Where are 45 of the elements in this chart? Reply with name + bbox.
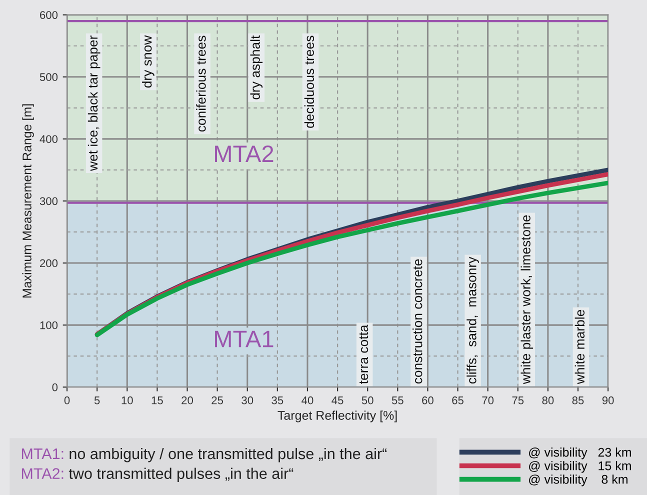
annotation: white plaster work, limestone: [520, 215, 534, 384]
x-tick-label: 85: [572, 396, 584, 404]
x-tick-label: 60: [422, 396, 434, 404]
annotation: cliffs, sand, masonry: [466, 256, 479, 384]
x-tick-label: 55: [392, 396, 404, 404]
legend-label: @ visibility 8 km: [529, 474, 628, 486]
x-tick-label: 20: [182, 396, 193, 404]
text: MTA2: two transmitted pulses „in the air“: [22, 468, 294, 482]
y-tick-label: 400: [40, 135, 58, 144]
band-label: MTA1: [215, 330, 274, 348]
legend-label: @ visibility 23 km: [529, 448, 631, 460]
y-axis-title: Maximum Measurement Range [m]: [22, 104, 34, 298]
x-tick-label: 40: [302, 396, 314, 404]
annotation: terra cotta: [359, 324, 368, 384]
x-tick-label: 75: [512, 396, 524, 404]
x-tick-label: 35: [272, 396, 284, 404]
x-tick-label: 25: [212, 396, 224, 404]
x-tick-label: 65: [452, 396, 464, 404]
x-tick-label: 30: [242, 396, 254, 404]
x-tick-label: 80: [542, 396, 554, 404]
x-axis-title: Target Reflectivity [%]: [278, 410, 397, 422]
x-tick-label: 70: [482, 396, 494, 404]
annotation: wet ice, black tar paper: [88, 36, 100, 172]
x-tick-label: 10: [122, 396, 133, 404]
annotation: construction concrete: [412, 259, 422, 384]
legend-label: @ visibility 15 km: [529, 461, 631, 473]
band-label: MTA2: [215, 145, 274, 162]
x-tick-label: 5: [94, 396, 100, 404]
y-tick-label: 600: [40, 11, 58, 19]
annotation: dry asphalt: [250, 35, 263, 100]
annotation: coniferious trees: [196, 36, 206, 132]
x-tick-label: 45: [332, 396, 344, 404]
y-tick-label: 0: [52, 383, 58, 392]
x-tick-label: 90: [602, 396, 614, 404]
y-tick-label: 200: [40, 259, 58, 268]
y-tick-label: 100: [40, 321, 58, 330]
y-tick-label: 300: [40, 197, 58, 206]
annotation: deciduous trees: [304, 36, 314, 128]
text: MTA1: no ambiguity / one transmitted pulse „in the air“: [22, 448, 387, 462]
x-tick-label: 15: [152, 396, 163, 404]
x-tick-label: 50: [362, 396, 374, 404]
annotation: dry snow: [142, 35, 154, 88]
x-tick-label: 0: [64, 396, 70, 404]
annotation: white marble: [574, 310, 585, 384]
y-tick-label: 500: [40, 73, 58, 82]
